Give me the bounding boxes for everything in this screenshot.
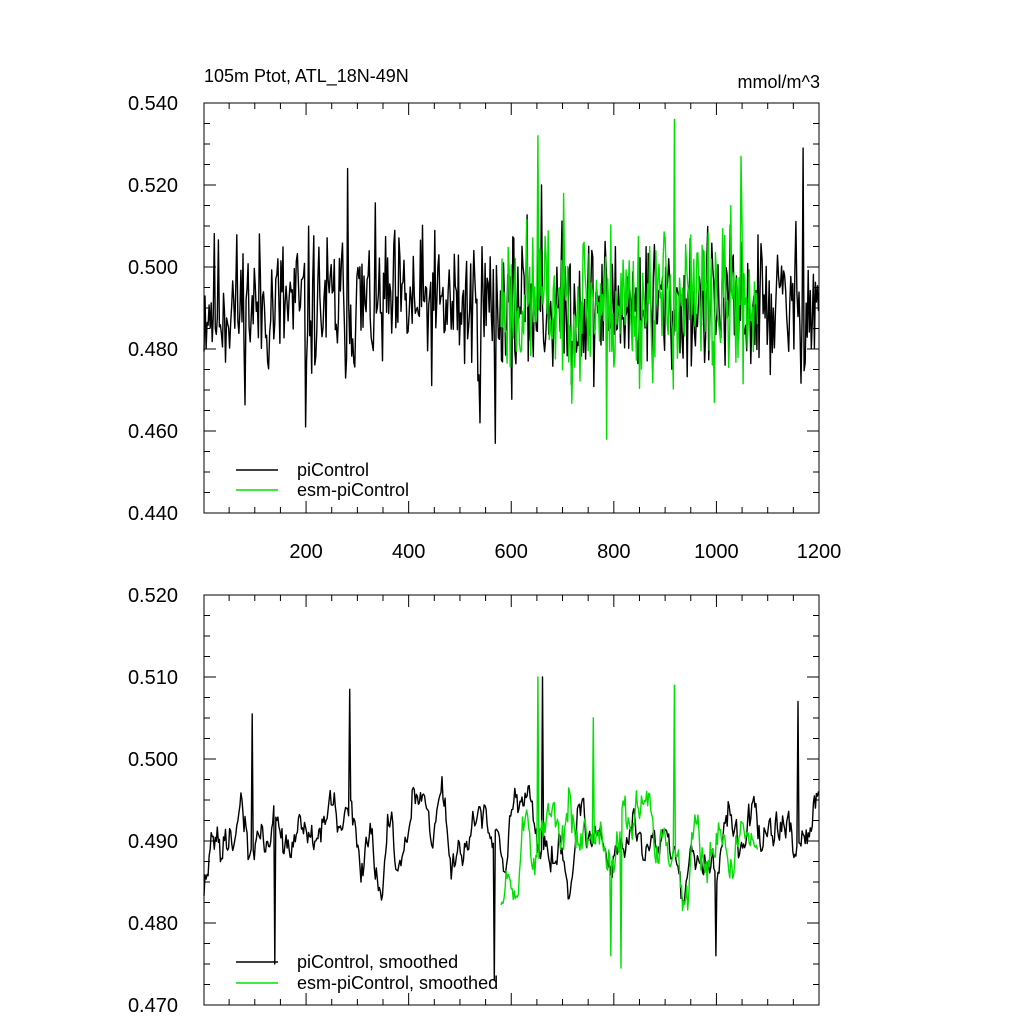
series-line-esm-picontrol (500, 118, 759, 440)
series-line-esm-picontrol-smoothed (500, 676, 759, 969)
legend-label: piControl (297, 460, 369, 480)
series-line-picontrol-smoothed (203, 676, 820, 982)
bottom-panel: 0.470 0.480 0.490 0.500 0.510 0.520 piControl… (128, 585, 820, 1017)
series-line-picontrol (203, 147, 820, 444)
top-axes: 0.440 0.460 0.480 0.500 0.520 0.540 200 400 600 8… (128, 93, 841, 563)
plot-frame (203, 594, 820, 1006)
chart-title: 105m Ptot, ATL_18N-49N (204, 66, 409, 87)
y-tick-label: 0.460 (128, 421, 178, 443)
x-tick-label: 1200 (797, 541, 842, 563)
y-tick-label: 0.440 (128, 503, 178, 525)
y-tick-label: 0.500 (128, 749, 178, 771)
y-tick-label: 0.500 (128, 257, 178, 279)
legend-label: piControl, smoothed (297, 952, 458, 972)
y-tick-label: 0.540 (128, 93, 178, 115)
y-tick-label: 0.520 (128, 175, 178, 197)
y-tick-label: 0.510 (128, 667, 178, 689)
legend-label: esm-piControl, smoothed (297, 973, 498, 993)
y-tick-label: 0.480 (128, 339, 178, 361)
legend-label: esm-piControl (297, 480, 409, 500)
x-tick-label: 1000 (694, 541, 739, 563)
x-tick-label: 200 (289, 541, 322, 563)
y-tick-label: 0.520 (128, 585, 178, 607)
y-tick-label: 0.490 (128, 831, 178, 853)
bottom-axes: 0.470 0.480 0.490 0.500 0.510 0.520 (128, 585, 820, 1017)
x-tick-label: 800 (597, 541, 630, 563)
bottom-series-group (203, 676, 820, 982)
y-tick-label: 0.470 (128, 995, 178, 1017)
top-series-group (203, 118, 820, 444)
x-tick-label: 600 (495, 541, 528, 563)
x-tick-label: 400 (392, 541, 425, 563)
top-panel: 0.440 0.460 0.480 0.500 0.520 0.540 200 400 600 8… (128, 93, 841, 563)
units-label: mmol/m^3 (738, 72, 820, 92)
y-tick-label: 0.480 (128, 913, 178, 935)
